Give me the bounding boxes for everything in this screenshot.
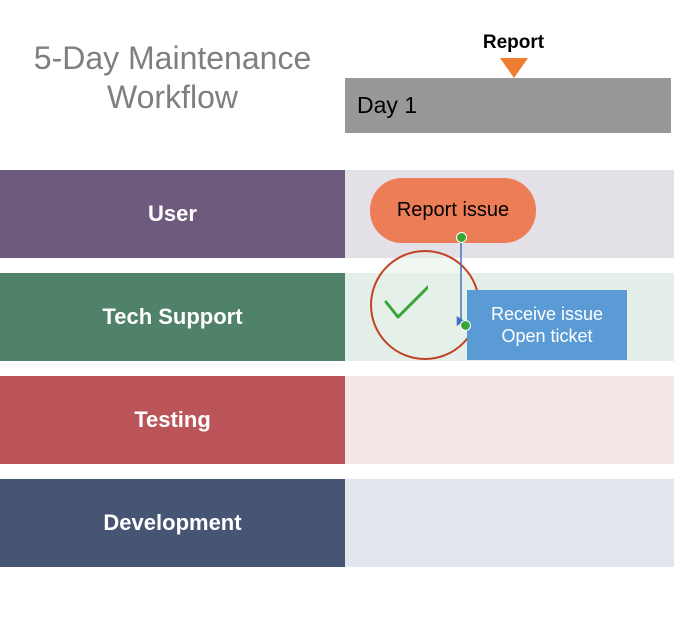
node-report-issue: Report issue — [370, 178, 536, 243]
day-header: Day 1 — [345, 78, 674, 133]
lane-label: Tech Support — [0, 273, 345, 361]
report-label: Report — [483, 32, 544, 54]
lane-label: Testing — [0, 376, 345, 464]
day-column: Report Day 1 — [345, 0, 682, 155]
chevron-down-icon — [500, 58, 528, 78]
lane-row: User — [0, 170, 682, 258]
page-title: 5-Day Maintenance Workflow — [12, 39, 333, 116]
header-row: 5-Day Maintenance Workflow Report Day 1 — [0, 0, 682, 155]
swimlanes: User Tech Support Testing Development — [0, 170, 682, 567]
lane-row: Development — [0, 479, 682, 567]
node-receive-issue: Receive issueOpen ticket — [467, 290, 627, 360]
node-receive-issue-label: Receive issueOpen ticket — [491, 303, 603, 348]
lane-label: User — [0, 170, 345, 258]
checkmark-icon — [383, 285, 428, 325]
lane-content — [345, 376, 674, 464]
lane-label: Development — [0, 479, 345, 567]
lane-content — [345, 479, 674, 567]
lane-row: Testing — [0, 376, 682, 464]
title-cell: 5-Day Maintenance Workflow — [0, 0, 345, 155]
connector-dot-end-icon — [461, 321, 470, 330]
node-report-issue-label: Report issue — [397, 199, 509, 222]
day-header-text: Day 1 — [357, 92, 417, 119]
